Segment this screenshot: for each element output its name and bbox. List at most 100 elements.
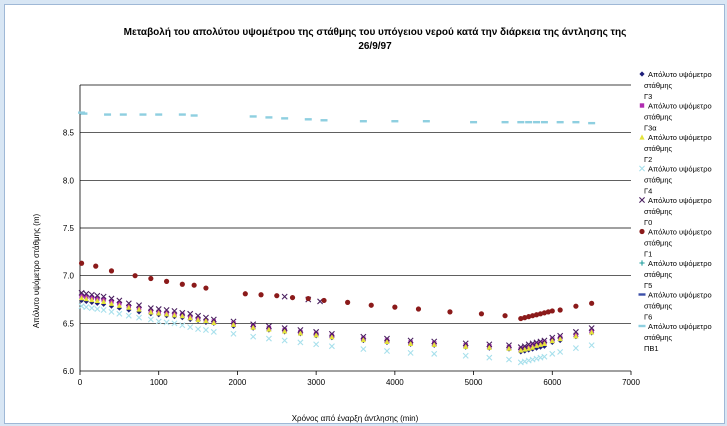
- data-point-s3: [383, 347, 390, 354]
- data-point-s0: [136, 309, 142, 315]
- data-point-s8: [281, 117, 289, 120]
- data-point-s3: [462, 352, 469, 359]
- legend-marker: [639, 165, 645, 172]
- data-point-s5: [478, 311, 485, 317]
- data-point-s3: [179, 322, 186, 329]
- data-point-s4: [383, 335, 390, 342]
- data-point-s2: [101, 298, 107, 305]
- data-point-s8: [104, 113, 112, 116]
- data-point-s2: [360, 336, 366, 343]
- data-point-s3: [250, 333, 257, 340]
- data-point-s3: [506, 356, 512, 363]
- data-point-s4: [431, 338, 438, 345]
- data-point-s2: [108, 300, 115, 306]
- data-point-s5: [537, 311, 544, 317]
- legend-entry-label: Απόλυτο υψόμετρο στάθμης Γ0: [644, 196, 712, 227]
- data-point-s3: [147, 316, 154, 323]
- data-point-s5: [148, 275, 154, 282]
- data-point-s4: [281, 293, 288, 300]
- data-point-s4: [179, 309, 186, 316]
- data-point-s4: [407, 337, 414, 344]
- data-point-s4: [78, 289, 85, 296]
- y-tick-labels: 6.0 6.5 7.0 7.5 8.0 8.5: [63, 129, 75, 376]
- legend-entry-label: Απόλυτο υψόμετρο στάθμης Γ2: [644, 133, 712, 164]
- legend-entry-label: Απόλυτο υψόμετρο στάθμης Γ6: [644, 291, 712, 322]
- data-point-s5: [518, 315, 524, 322]
- data-point-s2: [250, 324, 256, 330]
- data-point-s5: [502, 313, 508, 319]
- data-point-s2: [187, 315, 193, 321]
- data-point-s5: [392, 304, 398, 310]
- data-point-s5: [345, 299, 351, 305]
- x-tick-label: 1000: [150, 378, 168, 387]
- data-point-s8: [533, 120, 541, 124]
- chart-title-line-1: Μεταβολή του απολύτου υψομέτρου της στάθ…: [124, 27, 627, 38]
- data-point-s4: [83, 290, 90, 297]
- data-point-s5: [163, 278, 170, 284]
- legend-marker: [639, 71, 645, 77]
- data-point-s2: [589, 329, 595, 335]
- data-point-s5: [533, 312, 540, 318]
- data-point-s3: [328, 343, 335, 350]
- data-point-s3: [297, 339, 304, 346]
- legend-entry-label: Απόλυτο υψόμετρο στάθμης Γ1: [644, 228, 712, 259]
- data-point-s4: [171, 307, 178, 314]
- data-point-s4: [108, 295, 115, 302]
- legend-entry-label: Απόλυτο υψόμετρο στάθμης Γ5: [644, 259, 712, 290]
- data-point-s3: [88, 305, 95, 312]
- data-point-s5: [305, 295, 311, 302]
- data-point-s4: [187, 310, 194, 317]
- data-point-s2: [116, 302, 122, 308]
- data-point-s5: [289, 294, 296, 301]
- data-point-s3: [83, 304, 90, 311]
- data-point-s8: [525, 120, 533, 124]
- data-point-s4: [202, 314, 209, 321]
- data-point-s5: [179, 281, 185, 287]
- data-point-s5: [589, 300, 595, 306]
- data-point-s5: [526, 314, 532, 320]
- data-point-s3: [100, 306, 107, 313]
- data-point-s3: [116, 310, 123, 317]
- data-point-s2: [297, 330, 303, 336]
- data-point-s2: [78, 294, 85, 301]
- legend-entry-label: Απόλυτο υψόμετρο στάθμης ΠΒ1: [644, 322, 712, 353]
- data-point-s4: [541, 337, 548, 344]
- data-point-s2: [163, 311, 170, 317]
- data-point-s8: [249, 115, 257, 118]
- data-point-s4: [230, 318, 237, 325]
- legend-marker: [639, 228, 645, 235]
- data-point-s3: [163, 319, 170, 326]
- data-point-s2: [541, 340, 548, 346]
- y-tick-label: 6.0: [63, 367, 75, 376]
- data-point-s3: [210, 328, 217, 335]
- data-point-s8: [501, 120, 509, 124]
- data-point-s4: [486, 341, 493, 348]
- data-point-s3: [171, 320, 178, 327]
- x-tick-label: 3000: [307, 378, 325, 387]
- data-point-s5: [522, 315, 528, 321]
- data-point-s4: [210, 316, 217, 323]
- data-point-s2: [329, 334, 335, 340]
- data-point-s2: [171, 312, 178, 318]
- data-point-s5: [549, 308, 555, 314]
- y-tick-label: 6.5: [63, 319, 75, 328]
- axes: [79, 85, 632, 375]
- data-point-s3: [407, 349, 414, 356]
- data-point-s8: [119, 113, 127, 116]
- data-point-s3: [431, 350, 438, 357]
- data-point-s2: [530, 344, 536, 350]
- data-point-s8: [265, 116, 273, 119]
- x-tick-label: 5000: [465, 378, 483, 387]
- x-tick-label: 7000: [622, 378, 640, 387]
- data-point-s2: [136, 306, 142, 312]
- data-point-s5: [321, 297, 327, 304]
- data-point-s2: [506, 345, 512, 351]
- data-point-s3: [588, 342, 595, 349]
- x-tick-label: 2000: [229, 378, 247, 387]
- y-tick-label: 8.0: [63, 176, 75, 185]
- data-point-s2: [557, 335, 563, 342]
- data-point-s0: [83, 298, 89, 305]
- x-axis-label: Χρόνος από έναρξη άντλησης (min): [292, 414, 419, 423]
- data-point-s3: [486, 354, 493, 361]
- data-point-s4: [94, 292, 101, 299]
